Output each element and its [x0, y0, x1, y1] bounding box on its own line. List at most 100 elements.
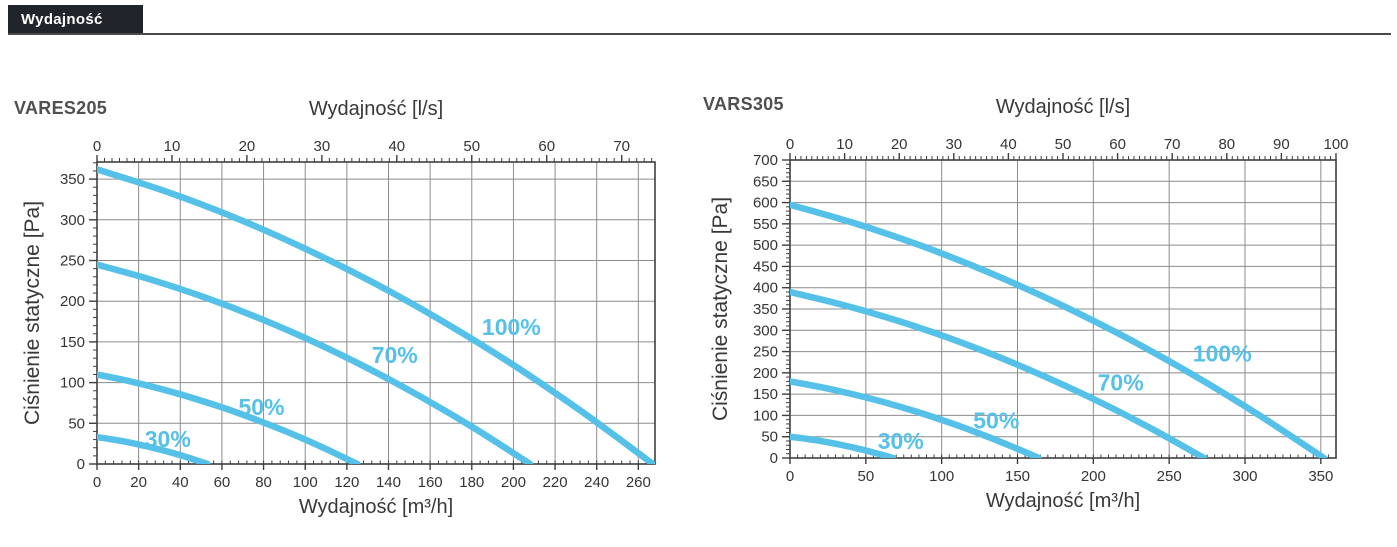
curve-label-70%: 70%	[372, 342, 418, 368]
top-tick-label: 80	[1218, 136, 1235, 153]
x-tick-label: 100	[929, 468, 954, 485]
x-tick-label: 0	[93, 474, 101, 491]
x-tick-label: 0	[786, 468, 794, 485]
bottom-axis-label-left-chart: Wydajność [m³/h]	[298, 496, 454, 518]
y-tick-label: 650	[753, 173, 778, 190]
y-tick-label: 350	[60, 171, 85, 188]
header-rule	[8, 33, 1391, 35]
top-tick-label: 50	[463, 138, 480, 155]
x-tick-label: 200	[501, 474, 526, 491]
top-tick-label: 60	[538, 138, 555, 155]
chart-vares205: 0 20 40 60 80 100 120 140 160 180 200 220 240 2600501…	[60, 138, 656, 491]
x-tick-label: 120	[334, 474, 359, 491]
y-tick-label: 100	[753, 407, 778, 424]
y-tick-label: 200	[753, 365, 778, 382]
x-tick-label: 150	[1005, 468, 1030, 485]
curve-label-30%: 30%	[878, 428, 924, 454]
y-axis-label-left-chart: Ciśnienie statyczne [Pa]	[21, 200, 44, 426]
top-tick-label: 20	[239, 138, 256, 155]
x-tick-label: 160	[418, 474, 443, 491]
curve-30%	[790, 433, 897, 458]
curve-50%	[97, 371, 361, 464]
y-tick-label: 300	[753, 322, 778, 339]
y-tick-label: 0	[770, 450, 778, 467]
curve-label-100%: 100%	[482, 314, 541, 340]
x-tick-label: 250	[1157, 468, 1182, 485]
y-tick-label: 450	[753, 258, 778, 275]
y-tick-label: 150	[60, 334, 85, 351]
top-tick-label: 40	[1000, 136, 1017, 153]
curve-30%	[97, 433, 211, 464]
top-tick-label: 0	[93, 138, 101, 155]
top-tick-label: 30	[945, 136, 962, 153]
x-tick-label: 350	[1308, 468, 1333, 485]
top-tick-label: 90	[1273, 136, 1290, 153]
top-tick-label: 20	[891, 136, 908, 153]
x-tick-label: 60	[214, 474, 231, 491]
y-tick-label: 500	[753, 237, 778, 254]
top-tick-label: 40	[388, 138, 405, 155]
y-tick-label: 100	[60, 375, 85, 392]
chart-title-vars305: VARS305	[703, 94, 784, 114]
curve-70%	[790, 288, 1208, 458]
curve-label-50%: 50%	[238, 394, 284, 420]
fan-curves	[97, 166, 655, 464]
gridlines	[96, 162, 655, 465]
y-axis-label-right-chart: Ciśnienie statyczne [Pa]	[709, 196, 732, 422]
x-tick-label: 140	[376, 474, 401, 491]
section-header: Wydajność	[8, 5, 143, 34]
plot-border	[96, 161, 656, 465]
y-tick-label: 300	[60, 212, 85, 229]
x-tick-label: 200	[1081, 468, 1106, 485]
x-tick-label: 300	[1232, 468, 1257, 485]
x-tick-label: 260	[626, 474, 651, 491]
y-tick-label: 250	[753, 344, 778, 361]
top-tick-label: 50	[1055, 136, 1072, 153]
bottom-axis-label-right-chart: Wydajność [m³/h]	[985, 490, 1141, 512]
top-tick-label: 0	[786, 136, 794, 153]
tick-labels: 0 50 100 150 200 250 300 3500501001502002503003…	[753, 136, 1349, 485]
x-tick-label: 240	[584, 474, 609, 491]
x-tick-label: 180	[459, 474, 484, 491]
y-tick-label: 50	[68, 415, 85, 432]
y-tick-label: 400	[753, 280, 778, 297]
x-tick-label: 100	[293, 474, 318, 491]
chart-vars305: 0 50 100 150 200 250 300 3500501001502002503003…	[753, 136, 1349, 485]
top-tick-label: 100	[1323, 136, 1348, 153]
tick-labels: 0 20 40 60 80 100 120 140 160 180 200 220 240 2600501…	[60, 138, 651, 491]
curve-label-30%: 30%	[145, 426, 191, 452]
curve-label-50%: 50%	[973, 408, 1019, 434]
y-tick-label: 150	[753, 386, 778, 403]
top-tick-label: 70	[613, 138, 630, 155]
curve-100%	[97, 166, 655, 464]
top-tick-label: 10	[836, 136, 853, 153]
plot-border	[789, 159, 1337, 459]
y-tick-label: 600	[753, 195, 778, 212]
top-tick-label: 30	[314, 138, 331, 155]
y-tick-label: 350	[753, 301, 778, 318]
top-tick-label: 70	[1164, 136, 1181, 153]
x-tick-label: 40	[172, 474, 189, 491]
y-tick-label: 200	[60, 293, 85, 310]
curve-label-100%: 100%	[1193, 341, 1252, 367]
section-title: Wydajność	[21, 11, 103, 28]
x-tick-label: 20	[130, 474, 147, 491]
top-axis-label-right-chart: Wydajność [l/s]	[995, 96, 1131, 118]
curve-50%	[790, 378, 1042, 458]
curve-70%	[97, 261, 534, 464]
curve-100%	[790, 201, 1328, 458]
y-tick-label: 550	[753, 216, 778, 233]
top-tick-label: 10	[164, 138, 181, 155]
major-ticks	[89, 155, 640, 470]
x-tick-label: 50	[857, 468, 874, 485]
y-tick-label: 700	[753, 152, 778, 169]
top-axis-label-left-chart: Wydajność [l/s]	[308, 98, 444, 120]
curve-label-70%: 70%	[1098, 370, 1144, 396]
y-tick-label: 250	[60, 252, 85, 269]
y-tick-label: 50	[761, 429, 778, 446]
top-tick-label: 60	[1109, 136, 1126, 153]
major-ticks	[782, 153, 1337, 464]
x-tick-label: 80	[255, 474, 272, 491]
